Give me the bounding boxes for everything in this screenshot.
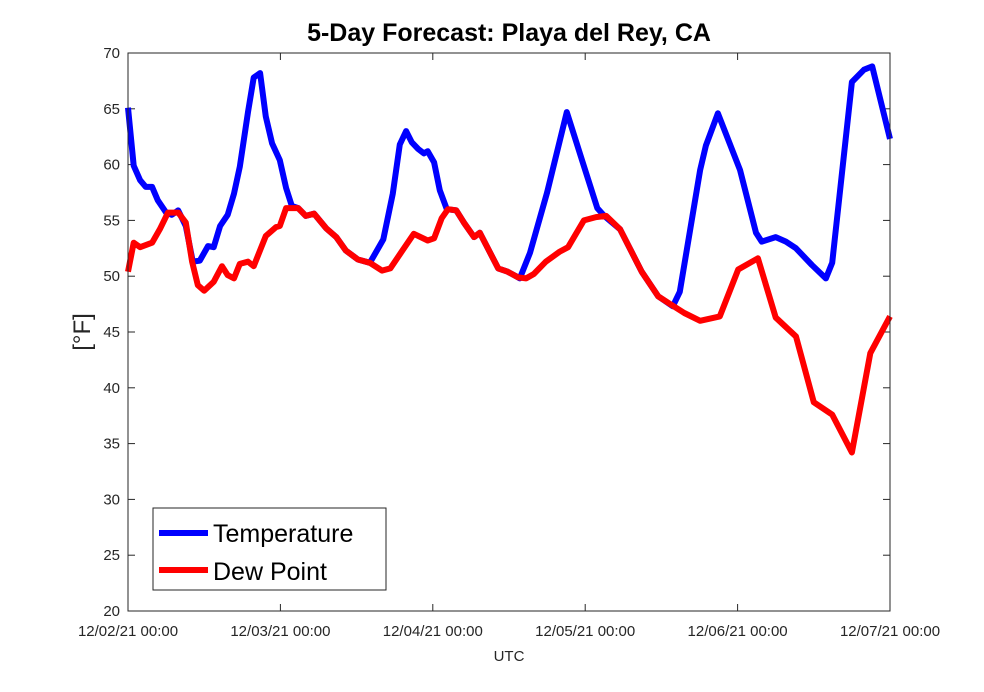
x-tick-label: 12/05/21 00:00 xyxy=(535,623,635,640)
y-tick-label: 65 xyxy=(103,101,120,118)
y-tick-label: 30 xyxy=(103,491,120,508)
series-line-dew-point xyxy=(125,205,893,456)
legend-label-temperature: Temperature xyxy=(213,520,353,548)
legend-label-dew-point: Dew Point xyxy=(213,558,327,586)
legend: Temperature Dew Point xyxy=(152,507,387,591)
y-tick-label: 60 xyxy=(103,157,120,174)
x-axis-label: UTC xyxy=(494,648,525,665)
y-tick-label: 25 xyxy=(103,547,120,564)
x-tick-label: 12/03/21 00:00 xyxy=(230,623,330,640)
y-tick-label: 70 xyxy=(103,45,120,62)
x-tick-label: 12/02/21 00:00 xyxy=(78,623,178,640)
y-tick-label: 40 xyxy=(103,380,120,397)
legend-box xyxy=(152,507,387,591)
y-tick-label: 50 xyxy=(103,268,120,285)
chart-title: 5-Day Forecast: Playa del Rey, CA xyxy=(307,19,711,47)
y-tick-label: 20 xyxy=(103,603,120,620)
axes: 20 25 30 35 40 45 50 55 60 65 70 12/02/21 00:00 12/0… xyxy=(78,45,940,640)
series-line-temperature xyxy=(125,63,893,310)
x-tick-label: 12/04/21 00:00 xyxy=(383,623,483,640)
x-tick-label: 12/06/21 00:00 xyxy=(688,623,788,640)
plot-lines xyxy=(125,63,893,456)
y-tick-label: 45 xyxy=(103,324,120,341)
plot-frame xyxy=(127,52,891,612)
y-tick-label: 35 xyxy=(103,436,120,453)
y-axis-label: [°F] xyxy=(69,313,96,351)
y-tick-label: 55 xyxy=(103,212,120,229)
x-tick-label: 12/07/21 00:00 xyxy=(840,623,940,640)
